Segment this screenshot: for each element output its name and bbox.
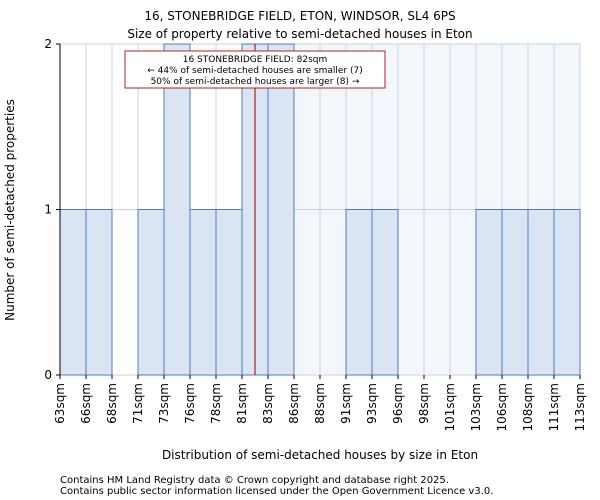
y-tick-label: 1 [44, 203, 52, 217]
x-tick-label: 63sqm [53, 383, 67, 424]
bar [137, 209, 165, 376]
x-tick-label: 91sqm [339, 383, 353, 424]
annotation-line: 16 STONEBRIDGE FIELD: 82sqm [183, 55, 328, 65]
x-tick-label: 93sqm [365, 383, 379, 424]
y-tick-label: 0 [44, 368, 52, 382]
x-axis-label: Distribution of semi-detached houses by … [162, 448, 478, 462]
y-axis-label: Number of semi-detached properties [3, 99, 17, 321]
bar [59, 209, 87, 376]
x-tick-label: 66sqm [79, 383, 93, 424]
bar [371, 209, 399, 376]
x-tick-label: 83sqm [261, 383, 275, 424]
footer-line-2: Contains public sector information licen… [60, 486, 493, 497]
x-tick-label: 88sqm [313, 383, 327, 424]
annotation-box [124, 50, 386, 89]
bar [85, 209, 113, 376]
chart-subtitle: Size of property relative to semi-detach… [127, 27, 472, 41]
x-tick-label: 106sqm [495, 383, 509, 431]
bar [345, 209, 373, 376]
bar [267, 43, 295, 376]
annotation-line: ← 44% of semi-detached houses are smalle… [147, 66, 363, 76]
bar [527, 209, 555, 376]
x-tick-label: 113sqm [573, 383, 587, 431]
axes: 0 1 2 63sqm 66sqm 68sqm 71sqm 73sqm 76sqm 78sqm 81… [44, 37, 587, 431]
chart-title: 16, STONEBRIDGE FIELD, ETON, WINDSOR, SL… [144, 9, 455, 23]
x-tick-label: 76sqm [183, 383, 197, 424]
annotation-line: 50% of semi-detached houses are larger (… [151, 77, 360, 87]
x-tick-label: 78sqm [209, 383, 223, 424]
y-tick-label: 2 [44, 37, 52, 51]
x-tick-label: 86sqm [287, 383, 301, 424]
bar [215, 209, 243, 376]
x-tick-label: 98sqm [417, 383, 431, 424]
x-tick-label: 108sqm [521, 383, 535, 431]
marker: 16 STONEBRIDGE FIELD: 82sqm← 44% of semi… [124, 44, 386, 375]
bar [475, 209, 503, 376]
x-tick-label: 96sqm [391, 383, 405, 424]
x-tick-label: 71sqm [131, 383, 145, 424]
x-tick-label: 101sqm [443, 383, 457, 431]
bar [163, 43, 191, 376]
footer-line-1: Contains HM Land Registry data © Crown c… [60, 475, 449, 486]
bar [553, 209, 581, 376]
x-tick-label: 111sqm [547, 383, 561, 431]
x-tick-label: 103sqm [469, 383, 483, 431]
x-tick-label: 81sqm [235, 383, 249, 424]
bars [59, 43, 581, 376]
bar [189, 209, 217, 376]
x-tick-label: 68sqm [105, 383, 119, 424]
x-tick-label: 73sqm [157, 383, 171, 424]
bar [501, 209, 529, 376]
